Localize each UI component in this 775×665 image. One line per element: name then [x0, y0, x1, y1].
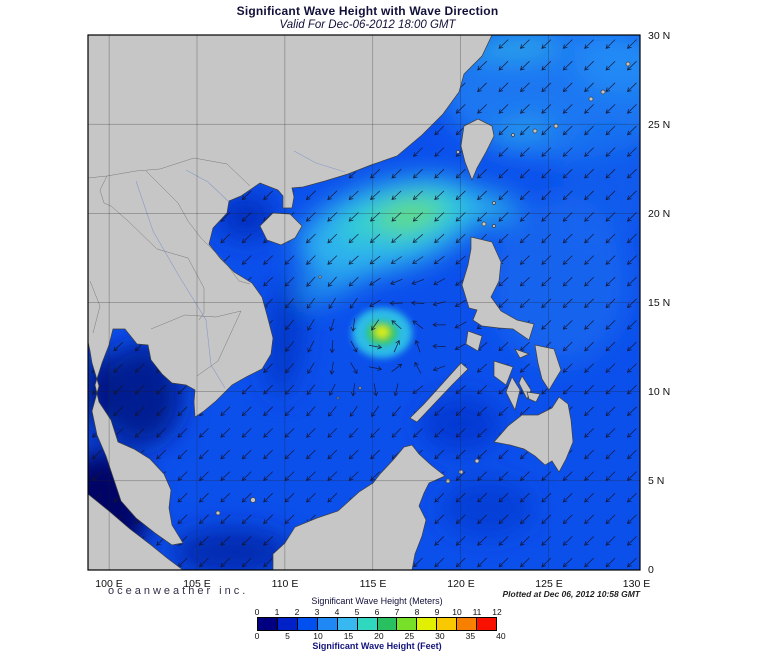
lat-label: 10 N [648, 386, 670, 398]
lat-label: 5 N [648, 475, 664, 487]
rivers [135, 150, 346, 389]
colorbar [257, 617, 497, 631]
meters-tick-label: 11 [472, 607, 482, 617]
meters-tick-label: 9 [434, 607, 440, 617]
graticule [88, 35, 640, 570]
lat-label: 20 N [648, 208, 670, 220]
colorbar-segment [277, 618, 298, 630]
title-block: Significant Wave Height with Wave Direct… [0, 4, 735, 31]
colorbar-segment [297, 618, 318, 630]
page-subtitle: Valid For Dec-06-2012 18:00 GMT [279, 19, 456, 31]
meters-tick-label: 7 [394, 607, 400, 617]
colorbar-segment [417, 618, 438, 630]
feet-tick-label: 20 [374, 631, 384, 641]
colorbar-segment [477, 618, 497, 630]
feet-tick-label: 25 [404, 631, 415, 641]
map-frame [87, 34, 641, 571]
colorbar-segment [457, 618, 478, 630]
lat-label: 30 N [648, 30, 670, 42]
lon-label: 130 E [623, 578, 650, 590]
lon-label: 100 E [95, 578, 122, 590]
feet-ticks: 0 5 10 15 20 25 30 35 40 [247, 631, 507, 641]
oceanweather-logo-text: oceanweather inc. [108, 585, 249, 597]
plotted-timestamp: Plotted at Dec 06, 2012 10:58 GMT [502, 589, 640, 599]
colorbar-segment [357, 618, 378, 630]
feet-tick-label: 35 [465, 631, 476, 641]
wave-direction-arrows [91, 39, 637, 568]
latitude-labels: 30 N 25 N 20 N 15 N 10 N 5 N 0 [648, 30, 670, 576]
longitude-labels: 100 E 105 E 110 E 115 E 120 E 125 E 130 … [95, 578, 650, 590]
feet-tick-label: 30 [435, 631, 445, 641]
meters-tick-label: 6 [374, 607, 380, 617]
feet-tick-label: 40 [496, 631, 506, 641]
colorbar-segment [397, 618, 418, 630]
meters-tick-label: 0 [254, 607, 260, 617]
meters-tick-label: 10 [452, 607, 462, 617]
lon-label: 105 E [183, 578, 210, 590]
colorbar-segment [437, 618, 458, 630]
legend-title-meters: Significant Wave Height (Meters) [311, 596, 443, 606]
lat-label: 25 N [648, 119, 670, 131]
typhoon-wave-maximum [352, 308, 412, 358]
feet-tick-label: 0 [254, 631, 260, 641]
colorbar-segment [317, 618, 338, 630]
page-title: Significant Wave Height with Wave Direct… [236, 4, 499, 18]
meters-tick-label: 1 [274, 607, 280, 617]
lon-label: 120 E [447, 578, 474, 590]
country-borders [87, 157, 251, 377]
colorbar-segment [377, 618, 398, 630]
meters-tick-label: 12 [492, 607, 502, 617]
lon-label: 110 E [272, 578, 299, 590]
meters-tick-label: 8 [414, 607, 420, 617]
meters-ticks: 0 1 2 3 4 5 6 7 8 9 10 11 12 [247, 607, 507, 617]
feet-tick-label: 10 [313, 631, 323, 641]
lat-label: 15 N [648, 297, 670, 309]
lat-label: 0 [648, 564, 654, 576]
lon-label: 125 E [535, 578, 562, 590]
meters-tick-label: 4 [334, 607, 340, 617]
feet-tick-label: 15 [343, 631, 354, 641]
meters-tick-label: 3 [314, 607, 320, 617]
meters-tick-label: 2 [294, 607, 300, 617]
legend-title-feet: Significant Wave Height (Feet) [312, 641, 442, 651]
lon-label: 115 E [360, 578, 387, 590]
colorbar-segment [337, 618, 358, 630]
meters-tick-label: 5 [354, 607, 360, 617]
colorbar-segment [258, 618, 278, 630]
feet-tick-label: 5 [285, 631, 290, 641]
